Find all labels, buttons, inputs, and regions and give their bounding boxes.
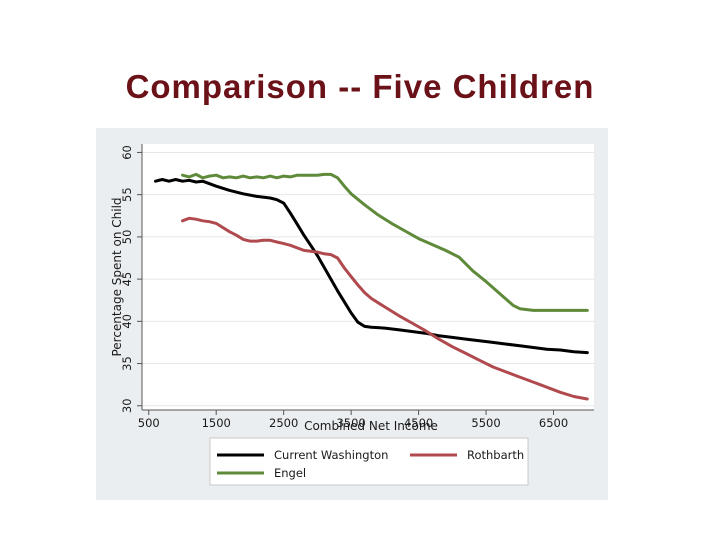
series-lines (154, 172, 589, 401)
legend-label-current-washington: Current Washington (274, 448, 388, 462)
series-line-rothbarth (181, 216, 589, 401)
x-tick-label: 6500 (539, 416, 568, 430)
y-tick-label: 40 (120, 314, 134, 329)
y-tick-label: 60 (120, 145, 134, 160)
y-axis-label: Percentage Spent on Child (110, 197, 124, 356)
legend-box (209, 437, 529, 486)
slide-title: Comparison -- Five Children (125, 68, 595, 105)
x-tick-label: 500 (138, 416, 160, 430)
series-line-engel (181, 172, 589, 312)
figure-panel: 30 35 40 45 50 55 60 500 1500 2500 3500 4500 5500 650… (96, 128, 608, 500)
axes: 30 35 40 45 50 55 60 500 1500 2500 3500 4500 5500 650… (120, 144, 594, 430)
legend-label-rothbarth: Rothbarth (467, 448, 524, 462)
x-tick-label: 1500 (202, 416, 231, 430)
y-tick-label: 35 (120, 356, 134, 371)
y-tick-label: 50 (120, 230, 134, 245)
plot-area (142, 144, 594, 410)
series-line-current-washington (154, 178, 589, 355)
y-tick-label: 30 (120, 398, 134, 413)
y-tick-label: 55 (120, 187, 134, 202)
line-chart: 30 35 40 45 50 55 60 500 1500 2500 3500 4500 5500 650… (110, 144, 594, 486)
x-tick-label: 5500 (471, 416, 500, 430)
legend-label-engel: Engel (274, 466, 306, 480)
x-axis-label: Combined Net Income (304, 419, 438, 433)
x-tick-label: 4500 (404, 416, 433, 430)
gridlines (142, 151, 594, 407)
x-tick-label: 2500 (269, 416, 298, 430)
legend: Current Washington Rothbarth Engel (209, 437, 529, 486)
y-tick-label: 45 (120, 272, 134, 287)
x-tick-label: 3500 (336, 416, 365, 430)
